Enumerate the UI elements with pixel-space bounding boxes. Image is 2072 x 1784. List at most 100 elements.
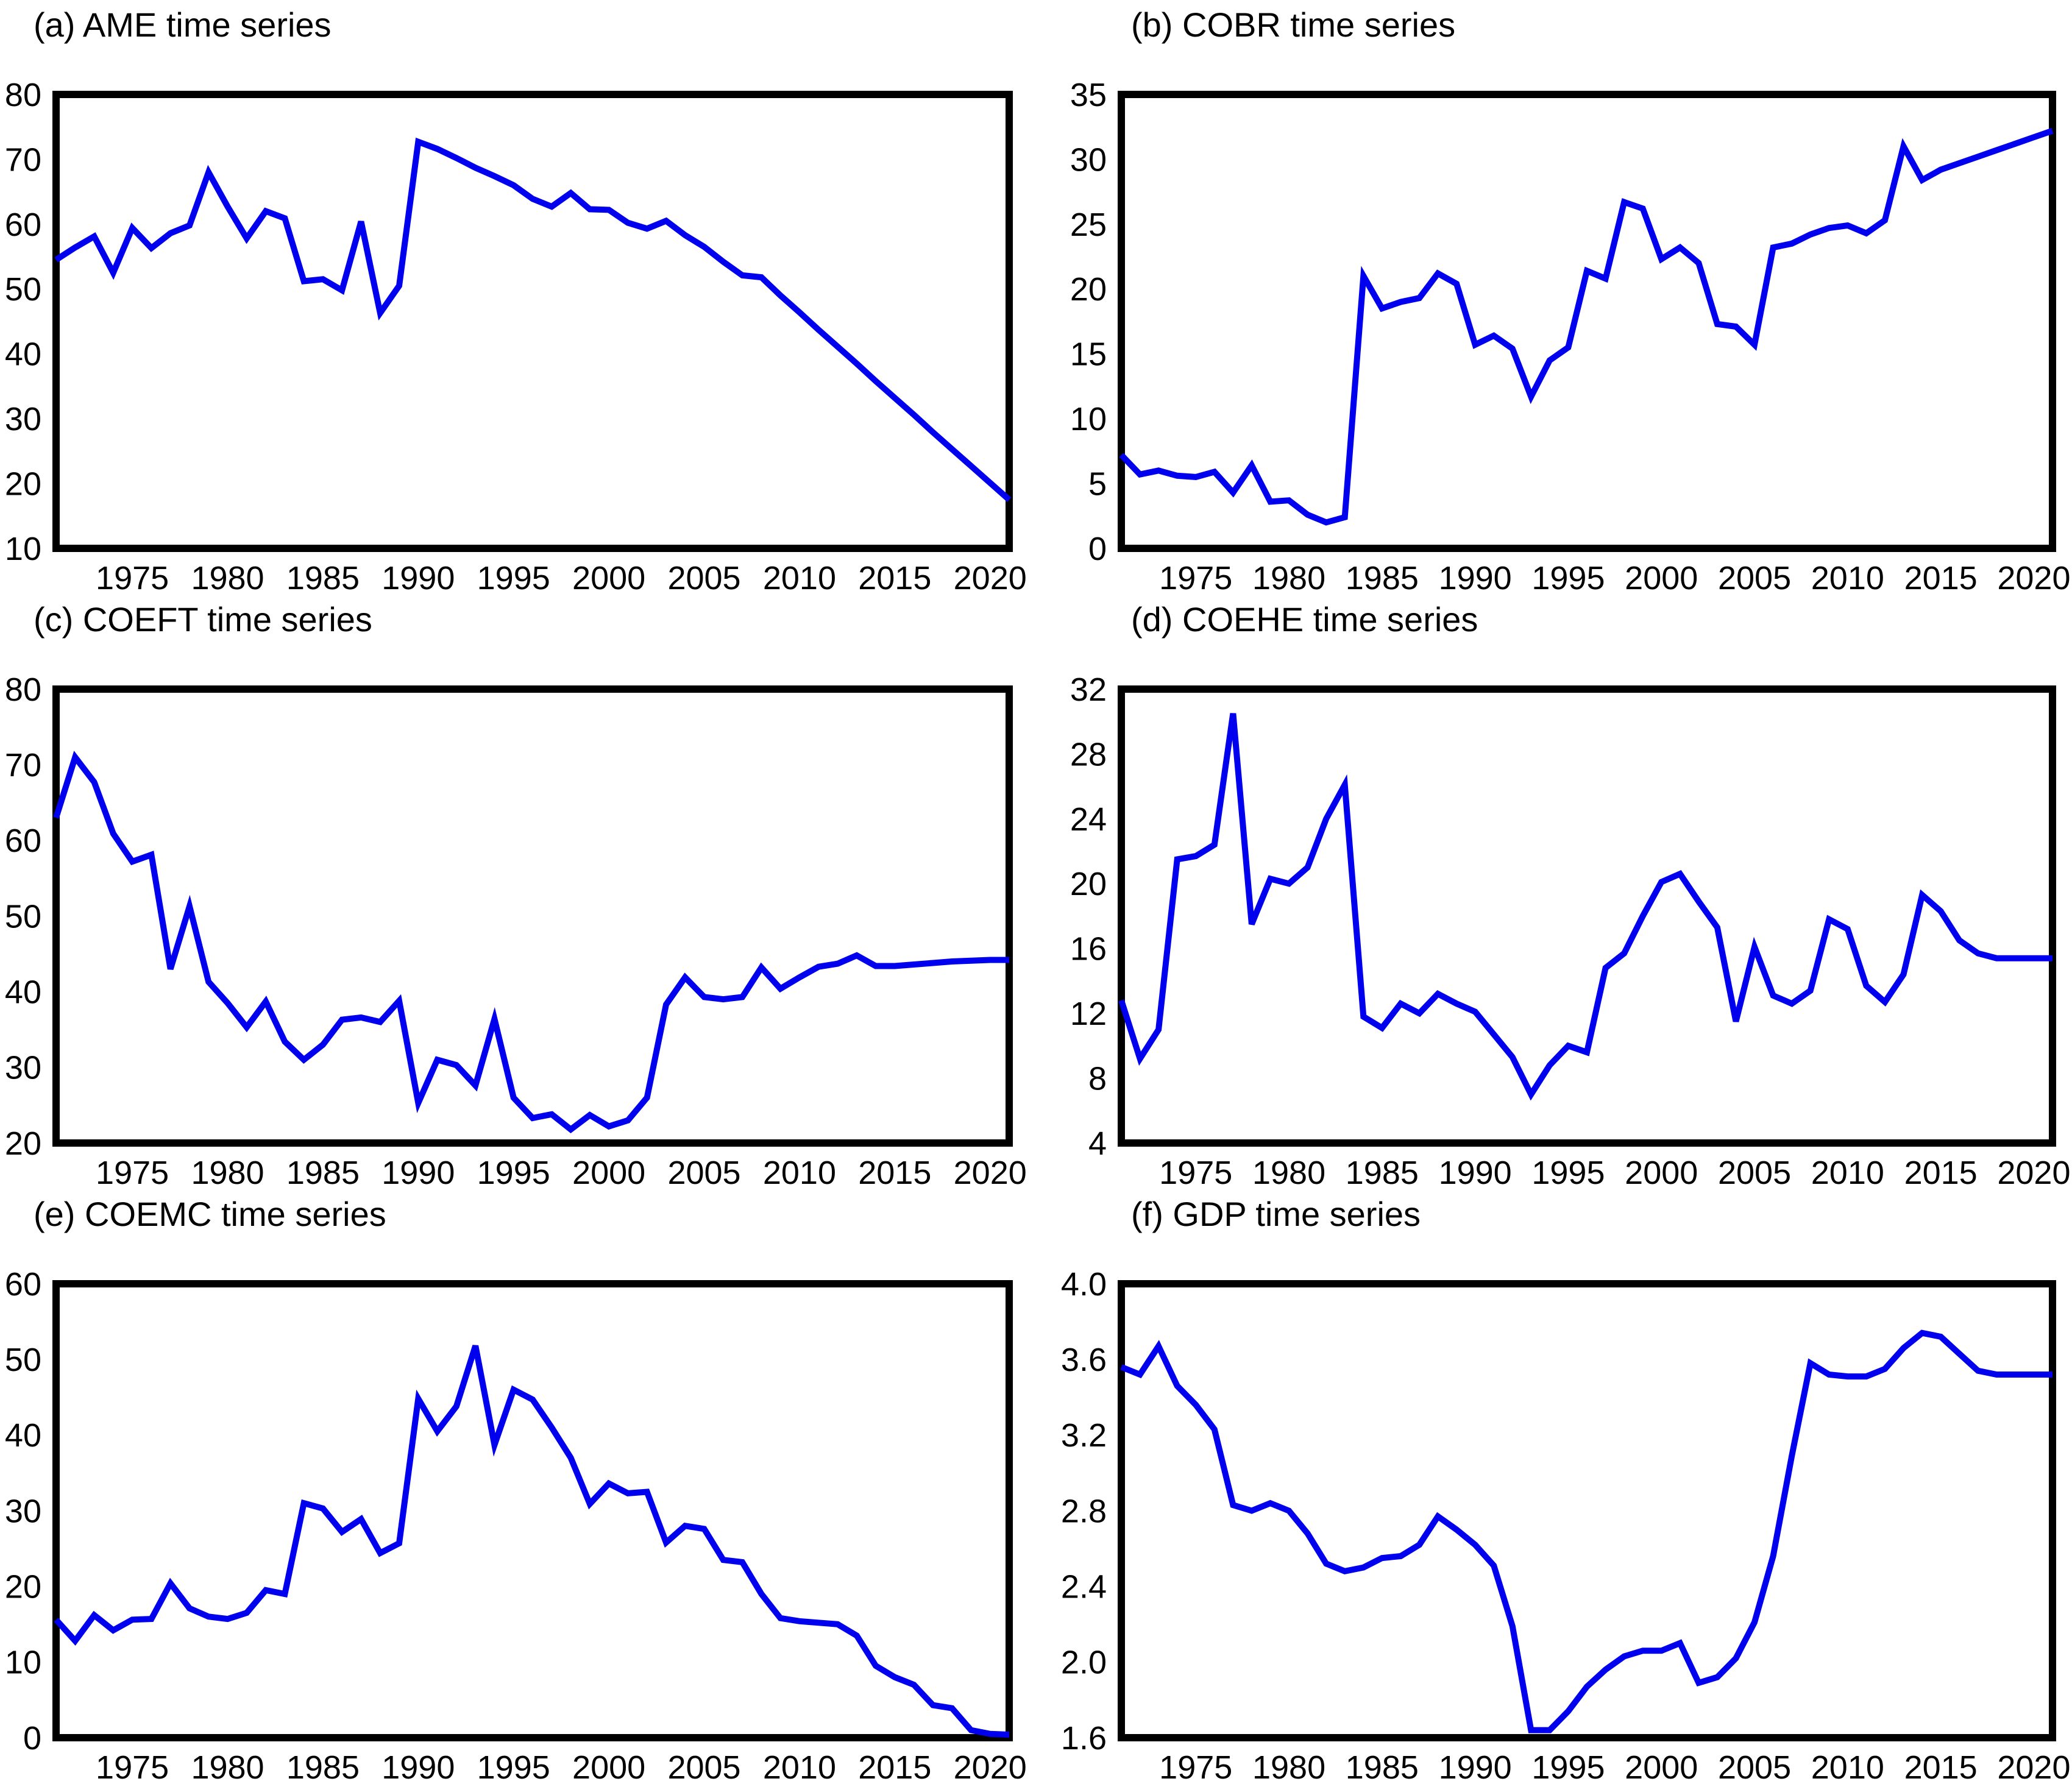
x-tick-label: 2000 xyxy=(1625,1155,1698,1189)
y-tick-label: 20 xyxy=(1070,866,1107,902)
x-tick-label: 1975 xyxy=(96,560,169,595)
y-tick-label: 2.4 xyxy=(1061,1569,1107,1605)
chart-coeft: 80 70 60 50 40 30 20 1975 1980 1985 1990 1995 2000 20… xyxy=(0,595,1036,1189)
y-tick-label: 3.6 xyxy=(1061,1342,1107,1378)
line-chart-c: 80 70 60 50 40 30 20 1975 1980 1985 1990 1995 2000 20… xyxy=(5,671,1027,1189)
x-tick-label: 1985 xyxy=(286,560,360,595)
y-tick-label: 70 xyxy=(5,747,41,784)
chart-coehe: 32 28 24 20 16 12 8 4 1975 1980 1985 1990 1995 2000 20… xyxy=(1036,595,2072,1189)
x-tick-label: 2010 xyxy=(1811,560,1884,595)
plot-border xyxy=(52,1280,1013,1741)
plot-border xyxy=(52,685,1013,1147)
x-tick-label: 1990 xyxy=(381,1155,455,1189)
y-tick-label: 80 xyxy=(5,77,41,113)
x-tick-label: 1985 xyxy=(1346,560,1419,595)
panel-ame: (a) AME time series 80 70 60 50 40 30 20 10 1975… xyxy=(0,0,1036,595)
x-tick-label: 2000 xyxy=(1625,560,1698,595)
x-tick-label: 1975 xyxy=(1159,560,1232,595)
x-tick-label: 2005 xyxy=(1718,560,1791,595)
x-tick-label: 2000 xyxy=(572,1749,645,1784)
x-tick-label: 1980 xyxy=(191,1155,264,1189)
chart-title-coeft: (c) COEFT time series xyxy=(34,600,372,639)
x-tick-label: 1980 xyxy=(1252,560,1325,595)
y-tick-label: 35 xyxy=(1070,77,1107,113)
x-tick-label: 2010 xyxy=(1811,1155,1884,1189)
x-tick-label: 1975 xyxy=(1159,1155,1232,1189)
y-tick-label: 12 xyxy=(1070,996,1107,1032)
x-tick-label: 2005 xyxy=(667,1749,740,1784)
x-tick-label: 1985 xyxy=(1346,1155,1419,1189)
y-tick-label: 0 xyxy=(1088,531,1107,567)
chart-title-cobr: (b) COBR time series xyxy=(1131,5,1456,44)
y-tick-label: 50 xyxy=(5,271,41,308)
y-tick-label: 0 xyxy=(23,1720,41,1757)
y-tick-label: 15 xyxy=(1070,336,1107,373)
y-tick-label: 5 xyxy=(1088,465,1107,502)
x-tick-label: 1990 xyxy=(381,1749,455,1784)
chart-gdp: 4.0 3.6 3.2 2.8 2.4 2.0 1.6 1975 1980 1985 1990 199… xyxy=(1036,1189,2072,1784)
x-tick-label: 2020 xyxy=(954,1155,1027,1189)
x-tick-label: 1995 xyxy=(1531,1749,1605,1784)
series-line-ame xyxy=(54,137,1012,502)
x-tick-label: 1980 xyxy=(191,560,264,595)
x-tick-label: 2015 xyxy=(1904,1155,1978,1189)
plot-border xyxy=(1118,91,2056,552)
chart-title-gdp: (f) GDP time series xyxy=(1131,1195,1421,1233)
y-tick-label: 40 xyxy=(5,1417,41,1454)
x-tick-label: 2020 xyxy=(954,1749,1027,1784)
x-tick-label: 1990 xyxy=(1439,1155,1512,1189)
y-tick-label: 30 xyxy=(1070,141,1107,178)
series-line-cobr xyxy=(1119,127,2054,526)
x-tick-label: 2010 xyxy=(763,1749,836,1784)
series-line-coemc xyxy=(54,1345,1010,1738)
x-tick-label: 1985 xyxy=(1346,1749,1419,1784)
chart-coemc: 60 50 40 30 20 10 0 1975 1980 1985 1990 1995 2000 200… xyxy=(0,1189,1036,1784)
series-line-gdp xyxy=(1120,1329,2052,1733)
x-tick-label: 1990 xyxy=(1439,1749,1512,1784)
series-line-coeft xyxy=(53,751,1009,1134)
y-tick-label: 60 xyxy=(5,1266,41,1303)
y-tick-label: 30 xyxy=(5,1050,41,1086)
y-tick-label: 80 xyxy=(5,671,41,708)
y-tick-label: 60 xyxy=(5,823,41,859)
x-tick-label: 1985 xyxy=(286,1155,360,1189)
y-tick-label: 10 xyxy=(5,531,41,567)
x-tick-label: 1980 xyxy=(1252,1749,1325,1784)
y-tick-label: 30 xyxy=(5,1493,41,1529)
x-tick-label: 2010 xyxy=(763,1155,836,1189)
line-chart-f: 4.0 3.6 3.2 2.8 2.4 2.0 1.6 1975 1980 1985 1990 199… xyxy=(1061,1266,2071,1784)
y-tick-label: 40 xyxy=(5,974,41,1011)
x-tick-label: 2020 xyxy=(1997,560,2070,595)
x-tick-label: 1990 xyxy=(1439,560,1512,595)
x-tick-label: 2005 xyxy=(1718,1155,1791,1189)
x-tick-label: 1980 xyxy=(1252,1155,1325,1189)
x-tick-label: 1995 xyxy=(1531,560,1605,595)
x-tick-label: 2015 xyxy=(1904,1749,1978,1784)
y-tick-label: 8 xyxy=(1088,1060,1107,1097)
x-tick-label: 2015 xyxy=(858,560,931,595)
panel-coehe: (d) COEHE time series 32 28 24 20 16 12 8 4 1975… xyxy=(1036,595,2072,1189)
x-tick-label: 1985 xyxy=(286,1749,360,1784)
series-line-coehe xyxy=(1118,713,2052,1101)
y-tick-label: 10 xyxy=(1070,401,1107,437)
y-tick-label: 3.2 xyxy=(1061,1417,1107,1454)
x-tick-label: 1995 xyxy=(477,560,550,595)
x-tick-label: 1980 xyxy=(191,1749,264,1784)
chart-title-coemc: (e) COEMC time series xyxy=(34,1195,386,1233)
y-tick-label: 10 xyxy=(5,1644,41,1681)
chart-cobr: 35 30 25 20 15 10 5 0 1975 1980 1985 1990 1995 2000 20… xyxy=(1036,0,2072,595)
x-tick-label: 2010 xyxy=(1811,1749,1884,1784)
chart-title-coehe: (d) COEHE time series xyxy=(1131,600,1478,639)
y-tick-label: 60 xyxy=(5,207,41,243)
panel-cobr: (b) COBR time series 35 30 25 20 15 10 5 0 1975 1… xyxy=(1036,0,2072,595)
plot-border xyxy=(1118,1280,2056,1741)
y-tick-label: 30 xyxy=(5,401,41,437)
x-tick-label: 2020 xyxy=(954,560,1027,595)
x-tick-label: 2015 xyxy=(858,1749,931,1784)
x-tick-label: 1990 xyxy=(381,560,455,595)
x-tick-label: 1995 xyxy=(1531,1155,1605,1189)
